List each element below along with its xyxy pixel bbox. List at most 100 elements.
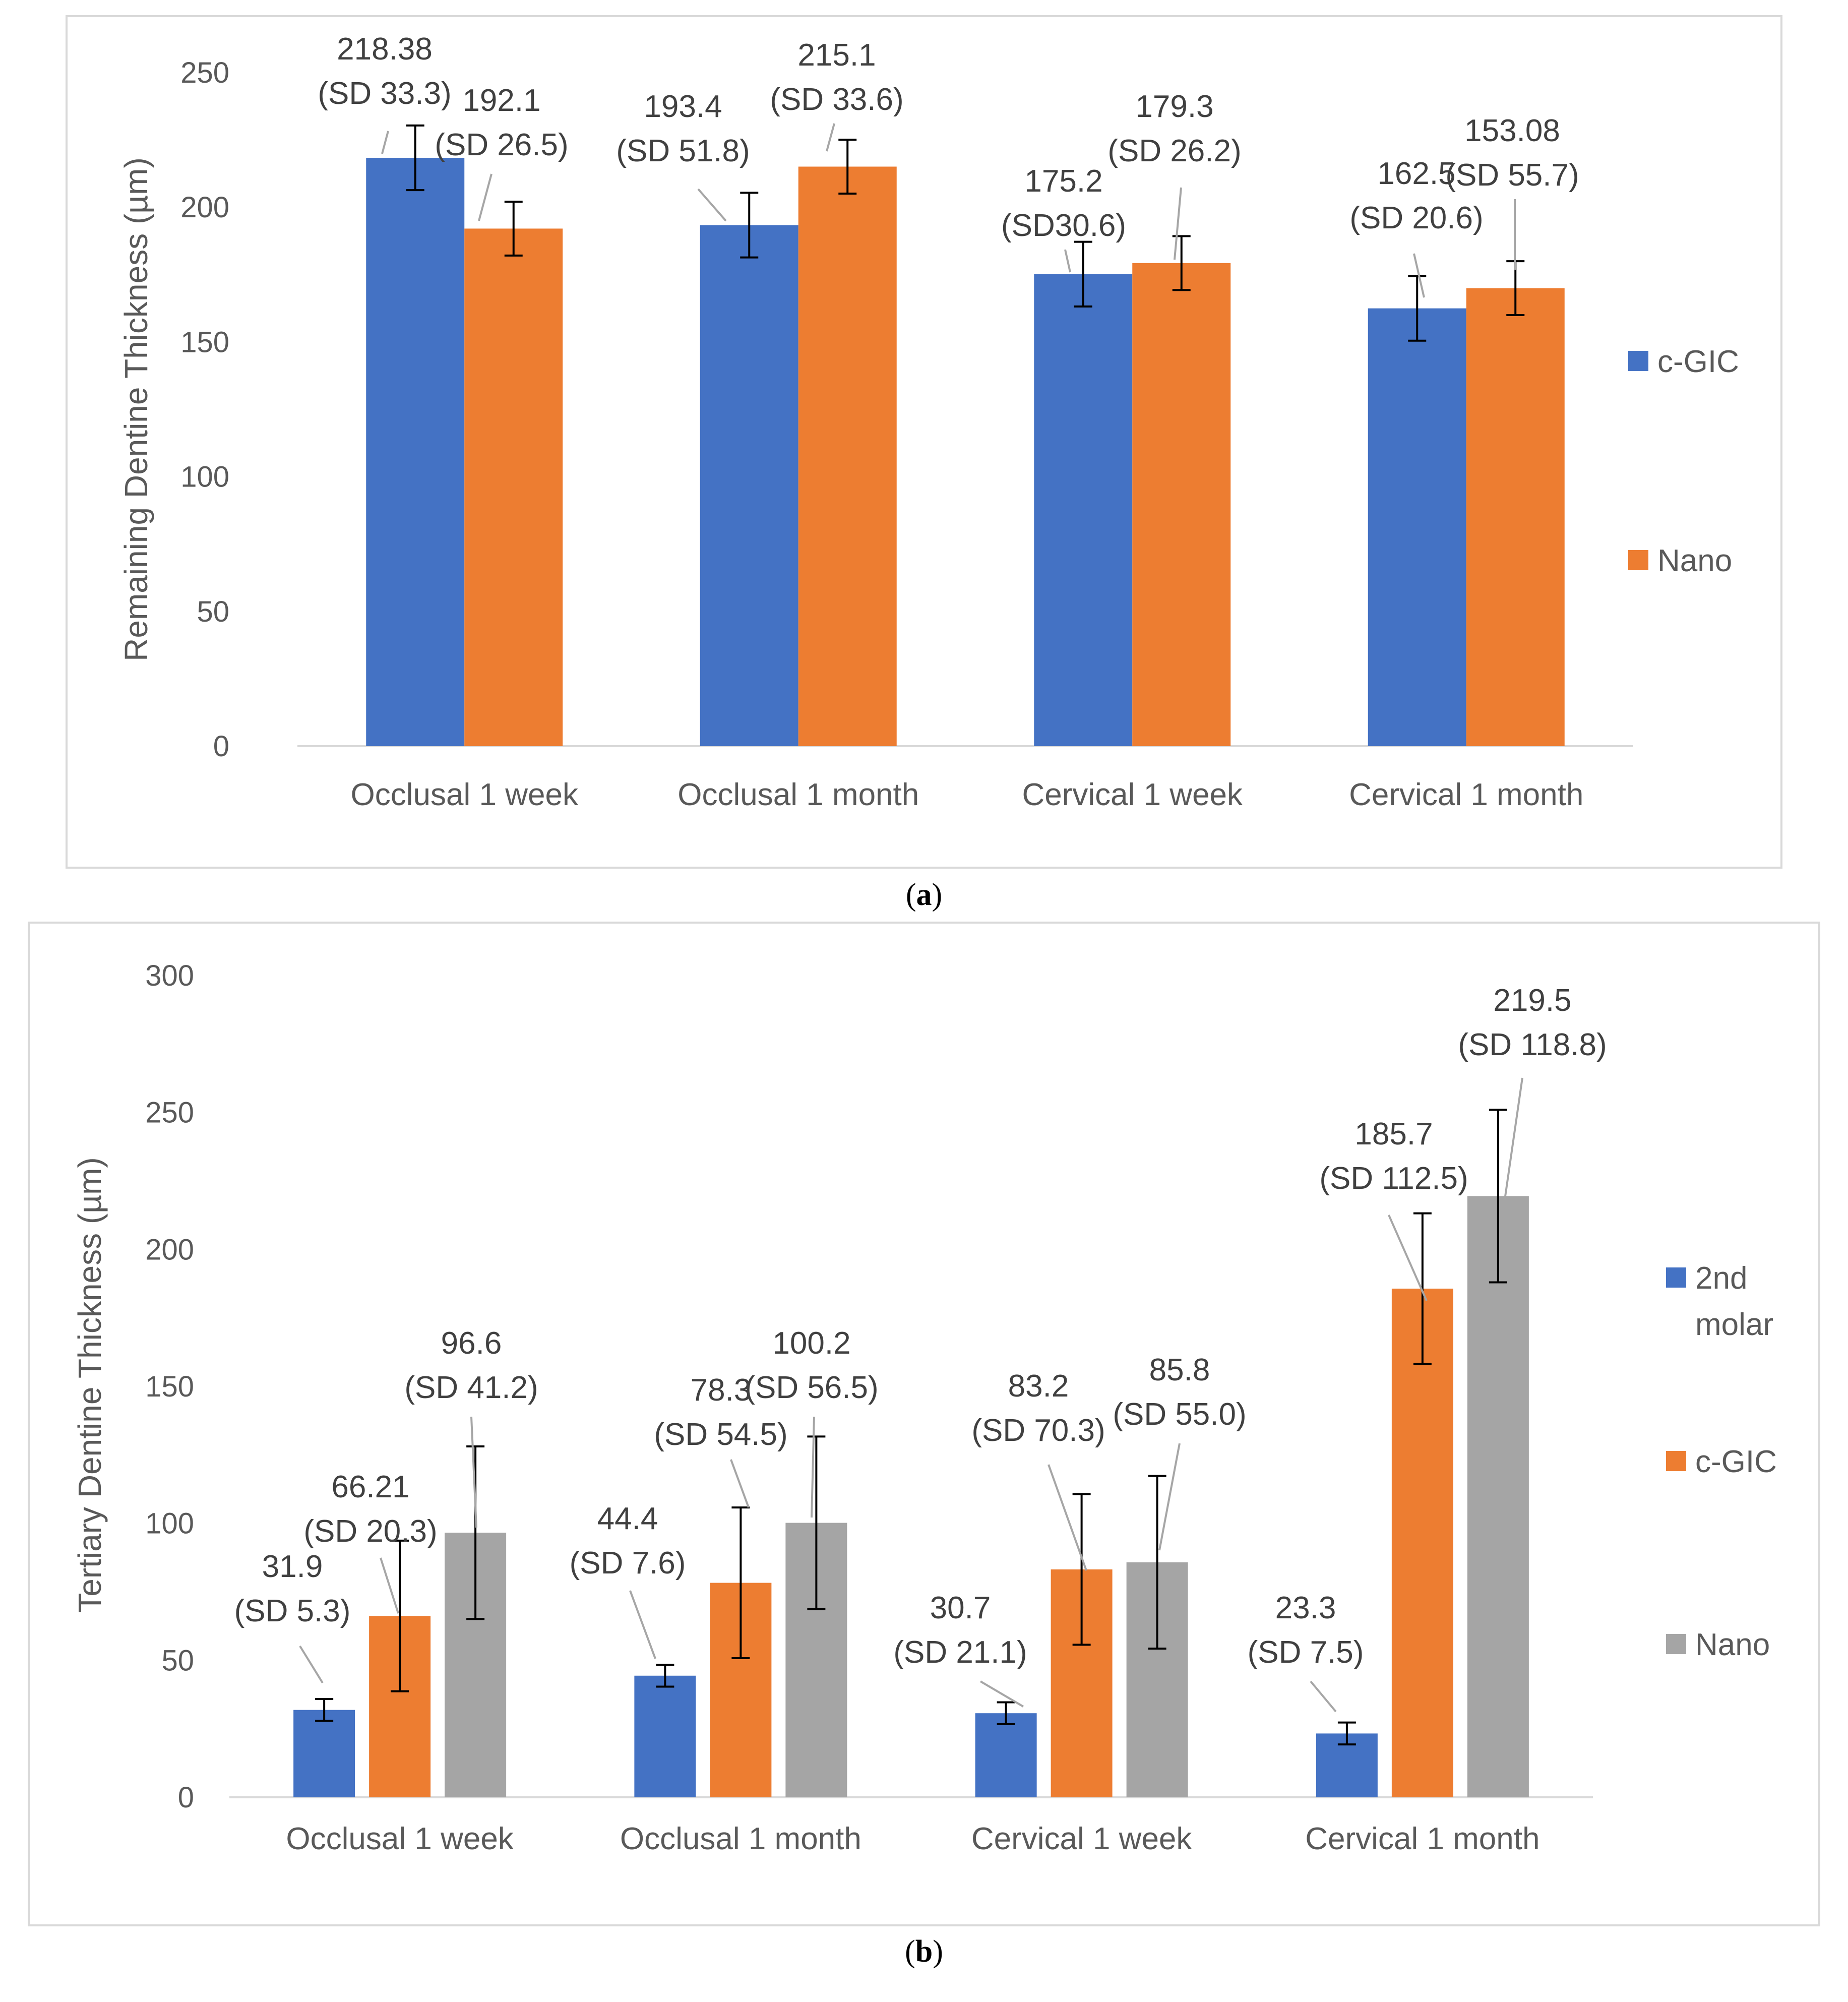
caption-b: (b) (905, 1934, 943, 1969)
x-category-label: Occlusal 1 month (677, 777, 919, 812)
data-label-leader (826, 123, 835, 152)
data-label-value: 100.2 (772, 1326, 850, 1361)
data-label-value: 23.3 (1275, 1591, 1336, 1625)
data-label-sd: (SD 55.0) (1113, 1397, 1246, 1432)
x-category-label: Occlusal 1 week (286, 1822, 514, 1856)
data-label-value: 215.1 (797, 38, 876, 73)
data-label-sd: (SD 54.5) (654, 1417, 787, 1452)
legend-label: Nano (1695, 1627, 1770, 1662)
legend-label: molar (1695, 1307, 1773, 1342)
data-label-leader (1504, 1077, 1523, 1200)
legend-label: 2nd (1695, 1261, 1747, 1296)
data-label-value: 218.38 (337, 32, 433, 67)
data-label-sd: (SD 41.2) (404, 1370, 538, 1405)
data-label-value: 162.5 (1377, 156, 1455, 191)
y-axis-title: Remaining Dentine Thickness (µm) (118, 157, 154, 661)
data-label-leader (1388, 1215, 1428, 1301)
caption-a-letter: a (916, 878, 932, 912)
data-label-sd: (SD 112.5) (1319, 1161, 1468, 1196)
data-label-sd: (SD 70.3) (971, 1413, 1105, 1448)
legend-swatch (1666, 1451, 1686, 1471)
data-label-leader (380, 1557, 399, 1614)
legend-swatch (1666, 1267, 1686, 1288)
data-label-sd: (SD 33.3) (318, 76, 451, 111)
data-label-sd: (SD 5.3) (234, 1594, 351, 1628)
data-label-sd: (SD 20.3) (303, 1514, 437, 1549)
y-tick-label: 300 (145, 959, 194, 992)
y-tick-label: 50 (161, 1644, 194, 1677)
y-tick-label: 0 (213, 730, 229, 763)
y-tick-label: 200 (180, 191, 229, 224)
data-label-leader (299, 1645, 324, 1684)
y-tick-label: 100 (145, 1507, 194, 1540)
bar (464, 228, 563, 746)
bar (798, 166, 897, 746)
data-label-sd: (SD 7.6) (570, 1546, 686, 1581)
data-label-sd: (SD 21.1) (893, 1635, 1027, 1670)
data-label-sd: (SD 55.7) (1445, 158, 1579, 193)
data-label-sd: (SD 7.5) (1248, 1635, 1364, 1670)
bar (634, 1675, 696, 1797)
data-label-leader (381, 131, 389, 154)
y-axis-title: Tertiary Dentine Thickness (µm) (72, 1157, 108, 1613)
data-label-value: 96.6 (441, 1326, 502, 1361)
caption-a: (a) (905, 878, 943, 912)
x-category-label: Cervical 1 week (971, 1822, 1193, 1856)
legend-swatch (1666, 1634, 1686, 1654)
data-label-leader (1310, 1680, 1337, 1713)
data-label-value: 193.4 (644, 89, 722, 124)
data-label-value: 153.08 (1464, 113, 1560, 148)
y-tick-label: 200 (145, 1233, 194, 1266)
legend-swatch (1628, 550, 1648, 570)
y-tick-label: 250 (180, 56, 229, 89)
bar (366, 157, 465, 746)
bar (700, 225, 798, 746)
x-category-label: Occlusal 1 week (351, 777, 579, 812)
data-label-value: 219.5 (1493, 983, 1571, 1018)
y-tick-label: 250 (145, 1097, 194, 1129)
data-label-sd: (SD 26.2) (1107, 134, 1241, 168)
bar (1132, 263, 1231, 746)
data-label-value: 44.4 (597, 1501, 658, 1536)
data-label-sd: (SD 26.5) (435, 128, 568, 162)
data-label-leader (1174, 187, 1182, 260)
legend-label: Nano (1657, 543, 1732, 578)
bar (1466, 288, 1565, 746)
bar (1034, 274, 1133, 746)
data-label-leader (730, 1459, 750, 1508)
data-label-leader (1048, 1464, 1087, 1571)
bar (975, 1713, 1037, 1797)
x-category-label: Cervical 1 month (1305, 1822, 1539, 1856)
y-tick-label: 100 (180, 461, 229, 494)
data-label-leader (629, 1590, 656, 1659)
bar (1391, 1289, 1453, 1797)
legend-swatch (1628, 351, 1648, 371)
data-label-value: 175.2 (1024, 164, 1102, 199)
x-category-label: Cervical 1 month (1349, 777, 1583, 812)
data-label-leader (697, 188, 727, 222)
data-label-value: 85.8 (1149, 1353, 1210, 1387)
y-tick-label: 150 (180, 326, 229, 358)
y-tick-label: 150 (145, 1370, 194, 1403)
data-label-leader (811, 1416, 815, 1518)
data-label-value: 179.3 (1135, 89, 1213, 124)
data-label-value: 185.7 (1354, 1117, 1433, 1151)
data-label-value: 83.2 (1008, 1369, 1069, 1404)
x-category-label: Cervical 1 week (1022, 777, 1243, 812)
data-label-sd: (SD 51.8) (616, 134, 750, 168)
data-label-value: 30.7 (930, 1591, 991, 1625)
data-label-sd: (SD 20.6) (1349, 201, 1483, 235)
data-label-sd: (SD30.6) (1001, 208, 1126, 243)
x-category-label: Occlusal 1 month (620, 1822, 861, 1856)
bar (293, 1710, 355, 1797)
data-label-leader (478, 173, 492, 221)
data-label-leader (470, 1416, 477, 1528)
data-label-value: 31.9 (262, 1549, 323, 1584)
data-label-value: 192.1 (462, 83, 540, 118)
bar (1368, 308, 1466, 746)
y-tick-label: 0 (178, 1781, 194, 1814)
data-label-sd: (SD 118.8) (1458, 1027, 1607, 1062)
data-label-value: 66.21 (331, 1470, 409, 1504)
data-label-leader (1413, 253, 1425, 298)
